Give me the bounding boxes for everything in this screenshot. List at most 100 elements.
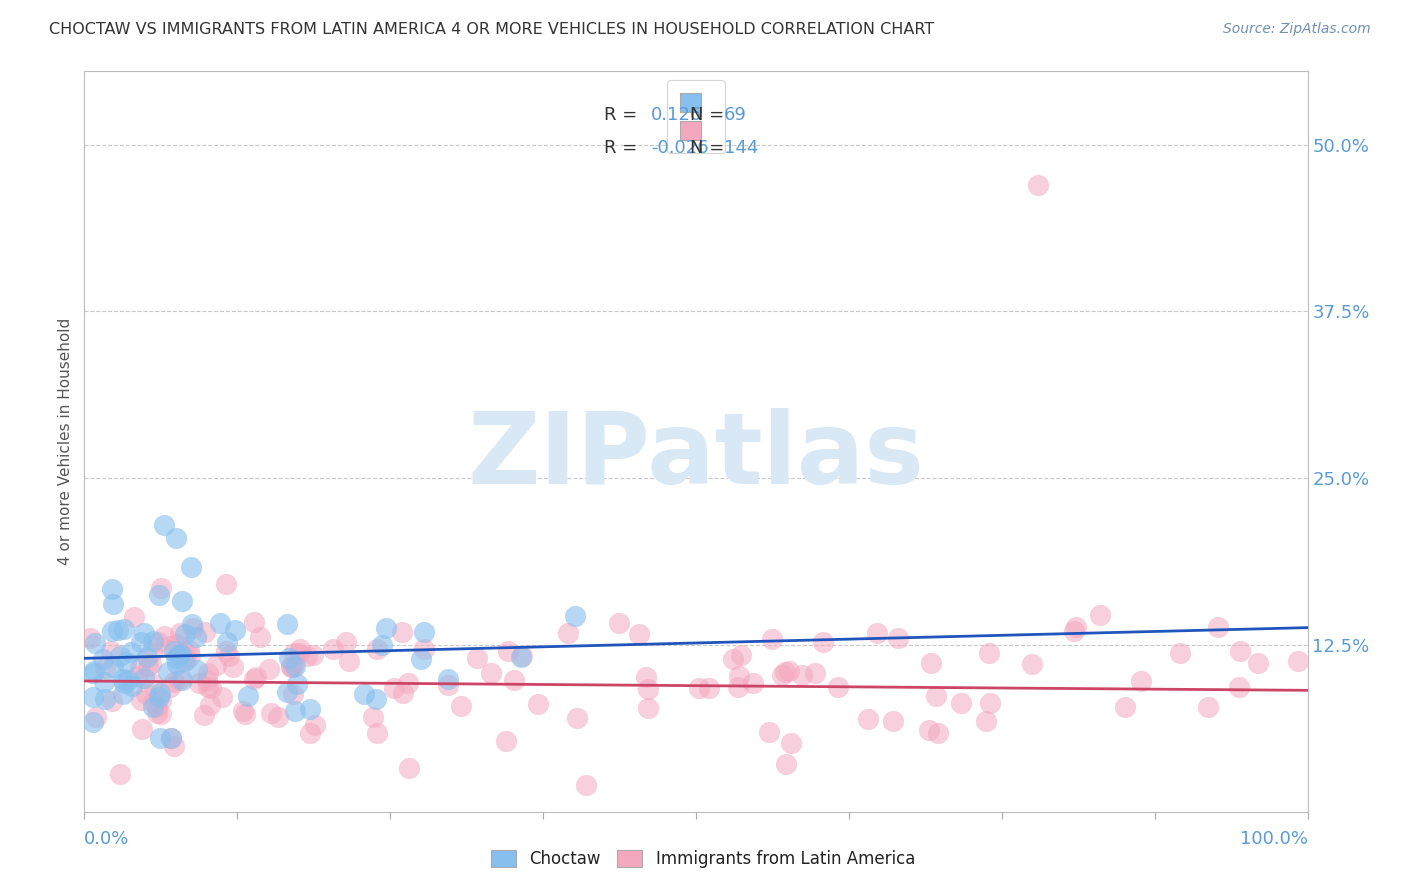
Point bbox=[267, 710, 290, 724]
Point bbox=[436, 672, 458, 686]
Point bbox=[280, 659, 302, 673]
Point bbox=[233, 706, 256, 721]
Point bbox=[218, 648, 240, 663]
Point bbox=[283, 646, 305, 660]
Point bbox=[134, 671, 156, 685]
Point bbox=[135, 687, 157, 701]
Point bbox=[236, 689, 259, 703]
Point bbox=[280, 660, 302, 674]
Point bbox=[142, 633, 165, 648]
Point bbox=[217, 634, 239, 648]
Point bbox=[129, 693, 152, 707]
Point bbox=[398, 761, 420, 775]
Point bbox=[382, 681, 405, 696]
Point bbox=[159, 680, 181, 694]
Point bbox=[215, 577, 238, 591]
Point bbox=[173, 645, 195, 659]
Point bbox=[637, 682, 659, 697]
Point bbox=[200, 681, 222, 695]
Text: 0.126: 0.126 bbox=[651, 106, 702, 124]
Point bbox=[224, 623, 246, 637]
Point bbox=[181, 621, 204, 635]
Point bbox=[773, 665, 796, 680]
Point bbox=[179, 643, 201, 657]
Point bbox=[173, 627, 195, 641]
Point bbox=[370, 638, 392, 652]
Point bbox=[396, 675, 419, 690]
Text: N =: N = bbox=[690, 139, 724, 158]
Point bbox=[392, 686, 415, 700]
Point bbox=[136, 649, 159, 664]
Point bbox=[727, 668, 749, 682]
Point bbox=[412, 642, 434, 657]
Point bbox=[1064, 620, 1087, 634]
Point bbox=[129, 661, 152, 675]
Point bbox=[195, 673, 218, 688]
Point bbox=[141, 700, 163, 714]
Point bbox=[111, 673, 134, 687]
Point bbox=[304, 717, 326, 731]
Point bbox=[288, 642, 311, 657]
Point bbox=[136, 658, 159, 673]
Point bbox=[281, 660, 304, 674]
Point bbox=[575, 778, 598, 792]
Text: N =: N = bbox=[690, 106, 724, 124]
Point bbox=[920, 656, 942, 670]
Point bbox=[170, 594, 193, 608]
Point bbox=[112, 622, 135, 636]
Point bbox=[122, 610, 145, 624]
Point bbox=[1286, 654, 1309, 668]
Point bbox=[82, 666, 104, 681]
Point bbox=[101, 659, 124, 673]
Point bbox=[141, 645, 163, 659]
Point bbox=[288, 646, 311, 660]
Point bbox=[173, 654, 195, 668]
Point bbox=[148, 588, 170, 602]
Point bbox=[170, 673, 193, 687]
Point bbox=[792, 668, 814, 682]
Point bbox=[1114, 699, 1136, 714]
Point bbox=[180, 560, 202, 574]
Point bbox=[84, 636, 107, 650]
Point bbox=[165, 531, 187, 545]
Point bbox=[112, 687, 135, 701]
Point bbox=[260, 706, 283, 720]
Point bbox=[1028, 178, 1050, 192]
Point bbox=[79, 631, 101, 645]
Point bbox=[163, 675, 186, 690]
Point bbox=[103, 597, 125, 611]
Point bbox=[413, 625, 436, 640]
Point bbox=[232, 704, 254, 718]
Point bbox=[205, 657, 228, 672]
Point bbox=[1021, 657, 1043, 671]
Point bbox=[153, 517, 176, 532]
Point bbox=[150, 693, 173, 707]
Point bbox=[882, 714, 904, 728]
Point bbox=[697, 681, 720, 696]
Point bbox=[949, 696, 972, 710]
Point bbox=[557, 626, 579, 640]
Point bbox=[479, 666, 502, 681]
Point bbox=[153, 629, 176, 643]
Point bbox=[977, 646, 1000, 660]
Point bbox=[150, 581, 173, 595]
Point bbox=[121, 645, 143, 659]
Point bbox=[804, 666, 827, 681]
Point bbox=[148, 635, 170, 649]
Point bbox=[242, 615, 264, 630]
Point bbox=[163, 644, 186, 658]
Point bbox=[727, 680, 749, 694]
Point bbox=[437, 678, 460, 692]
Point bbox=[249, 630, 271, 644]
Text: CHOCTAW VS IMMIGRANTS FROM LATIN AMERICA 4 OR MORE VEHICLES IN HOUSEHOLD CORRELA: CHOCTAW VS IMMIGRANTS FROM LATIN AMERICA… bbox=[49, 22, 935, 37]
Point bbox=[634, 670, 657, 684]
Point bbox=[180, 617, 202, 632]
Y-axis label: 4 or more Vehicles in Household: 4 or more Vehicles in Household bbox=[58, 318, 73, 566]
Text: R =: R = bbox=[605, 139, 637, 158]
Text: ZIPatlas: ZIPatlas bbox=[468, 408, 924, 505]
Point bbox=[93, 692, 115, 706]
Text: 69: 69 bbox=[724, 106, 747, 124]
Point bbox=[1129, 674, 1152, 689]
Point bbox=[179, 648, 201, 663]
Point bbox=[142, 676, 165, 690]
